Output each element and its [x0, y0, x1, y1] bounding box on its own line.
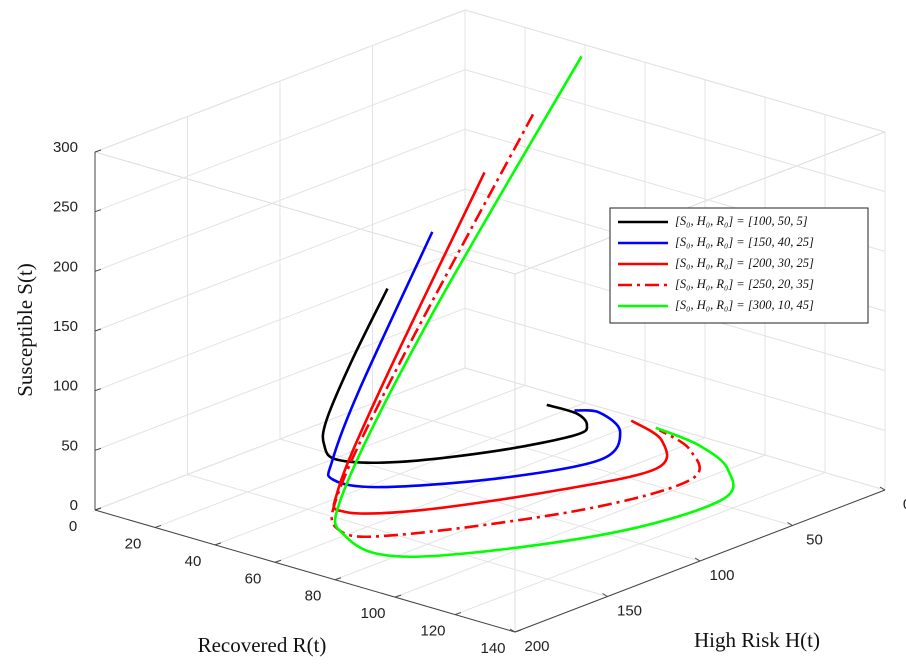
- y-tick-label: 100: [709, 567, 734, 584]
- tick-mark: [94, 149, 102, 153]
- tick-mark: [509, 628, 516, 633]
- labels: 0 50 100 150 200 250 300 0 20 40 60 80 100 120 140 0 50 1…: [53, 139, 906, 657]
- grid-line: [94, 128, 466, 272]
- x-tick-label: 80: [305, 588, 322, 605]
- tick-mark: [694, 557, 701, 562]
- tick-mark: [602, 593, 608, 597]
- z-tick-label: 150: [53, 318, 78, 335]
- tick-mark: [394, 594, 402, 598]
- curves: [321, 55, 735, 559]
- series-line: [321, 287, 589, 464]
- tick-mark: [514, 629, 522, 633]
- x-tick-label: 20: [125, 535, 142, 552]
- grid-line: [94, 69, 466, 213]
- tick-mark: [454, 612, 462, 616]
- box-edge: [514, 131, 886, 275]
- tick-mark: [154, 524, 162, 528]
- x-axis: [94, 509, 516, 633]
- grid-line: [94, 248, 466, 392]
- x-tick-label: 140: [480, 640, 505, 657]
- x-tick-label: 0: [69, 518, 77, 535]
- x-tick-label: 60: [245, 570, 262, 587]
- series-line: [326, 231, 622, 489]
- legend-label: [S₀, H₀, R₀] = [100, 50, 5]: [675, 214, 808, 228]
- grid-line: [94, 307, 466, 451]
- z-tick-label: 200: [53, 258, 78, 275]
- tick-mark: [334, 577, 342, 581]
- legend-label: [S₀, H₀, R₀] = [200, 30, 25]: [675, 256, 814, 270]
- grid-line: [94, 9, 466, 153]
- z-tick-label: 300: [53, 139, 78, 156]
- y-tick-label: 200: [524, 638, 549, 655]
- tick-mark: [94, 268, 102, 272]
- z-tick-label: 50: [61, 437, 78, 454]
- x-tick-label: 40: [185, 553, 202, 570]
- box-edge: [94, 151, 516, 275]
- grid-line: [464, 307, 886, 431]
- z-tick-label: 0: [70, 497, 78, 514]
- tick-mark: [787, 522, 793, 526]
- y-tick-label: 0: [903, 496, 906, 513]
- grid-line: [464, 367, 886, 491]
- tick-mark: [879, 486, 886, 491]
- z-tick-label: 250: [53, 199, 78, 216]
- z-axis-title: Susceptible S(t): [13, 263, 37, 397]
- grid-line: [464, 69, 886, 193]
- tick-mark: [94, 447, 102, 451]
- grid-line: [94, 188, 466, 332]
- x-tick-label: 120: [420, 623, 445, 640]
- y-tick-label: 50: [806, 531, 823, 548]
- series-line: [332, 171, 669, 515]
- legend-label: [S₀, H₀, R₀] = [150, 40, 25]: [675, 235, 814, 249]
- x-tick-label: 100: [360, 605, 385, 622]
- tick-mark: [274, 559, 282, 563]
- series-line: [333, 55, 735, 559]
- grid-line: [279, 438, 701, 562]
- x-axis-title: Recovered R(t): [198, 633, 327, 657]
- tick-mark: [94, 388, 102, 392]
- grid-line: [464, 9, 886, 133]
- z-tick-label: 100: [53, 378, 78, 395]
- legend-label: [S₀, H₀, R₀] = [300, 10, 45]: [675, 298, 814, 312]
- series-line: [330, 113, 702, 539]
- tick-mark: [94, 209, 102, 213]
- grid-line: [94, 367, 466, 511]
- legend-box: [609, 207, 869, 324]
- legend: [S₀, H₀, R₀] = [100, 50, 5] [S₀, H₀, R₀] …: [609, 207, 869, 324]
- legend-label: [S₀, H₀, R₀] = [250, 20, 35]: [675, 277, 814, 291]
- tick-mark: [94, 328, 102, 332]
- y-tick-label: 150: [617, 602, 642, 619]
- tick-mark: [94, 507, 102, 511]
- y-axis-title: High Risk H(t): [694, 628, 820, 652]
- tick-mark: [214, 542, 222, 546]
